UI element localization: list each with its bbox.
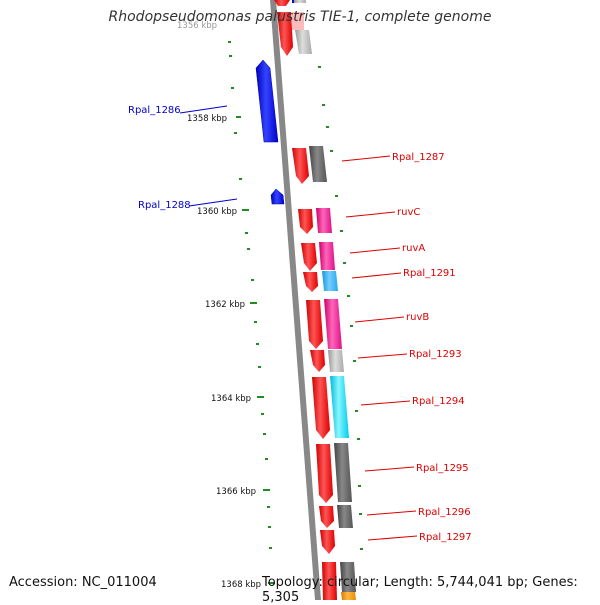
gene-label-rpal-1293[interactable]: Rpal_1293 (409, 349, 462, 360)
reverse-gene-labels (179, 105, 238, 207)
tick-track (228, 41, 363, 550)
gene-label-rpal-1287[interactable]: Rpal_1287 (392, 152, 445, 163)
gene-bottom (322, 562, 337, 600)
kbp-label: 1358 kbp (187, 114, 227, 124)
gene-label-ruvc[interactable]: ruvC (397, 207, 420, 218)
gene-label-rpal-1288[interactable]: Rpal_1288 (138, 200, 191, 211)
topology-summary: Topology: circular; Length: 5,744,041 bp… (262, 575, 578, 605)
genome-backbone (270, 0, 321, 600)
gene-label-rpal-1297[interactable]: Rpal_1297 (419, 532, 472, 543)
gene-label-ruvb[interactable]: ruvB (406, 312, 429, 323)
gene-label-rpal-1295[interactable]: Rpal_1295 (416, 463, 469, 474)
gene-ruvb[interactable] (306, 300, 323, 349)
gene-rpal-1293[interactable] (310, 350, 325, 372)
gene-rpal-1291[interactable] (303, 272, 318, 292)
cog-track (292, 0, 356, 600)
gene-rpal-1286[interactable] (255, 59, 279, 143)
gene-top-2 (277, 12, 293, 56)
forward-strand-genes (274, 0, 337, 600)
kbp-label: 1362 kbp (205, 300, 245, 310)
gene-top-1 (274, 0, 290, 6)
gene-label-rpal-1291[interactable]: Rpal_1291 (403, 268, 456, 279)
map-title: Rhodopseudomonas palustris TIE-1, comple… (108, 9, 492, 25)
gene-ruva[interactable] (301, 243, 317, 271)
gene-ruvc[interactable] (298, 209, 313, 234)
gene-label-ruva[interactable]: ruvA (402, 243, 425, 254)
forward-gene-labels: Rpal_1287 ruvC ruvA Rpal_1291 ruvB Rpal_… (392, 152, 472, 543)
gene-rpal-1288[interactable] (270, 188, 285, 205)
forward-gene-label-lines (341, 155, 418, 541)
gene-rpal-1296[interactable] (319, 506, 334, 528)
gene-label-rpal-1286[interactable]: Rpal_1286 (128, 105, 181, 116)
gene-rpal-1287[interactable] (292, 148, 309, 184)
scale-labels: 1358 kbp 1360 kbp 1362 kbp 1364 kbp 1366… (177, 21, 261, 590)
gene-rpal-1295[interactable] (316, 444, 333, 503)
scale-tick-marks (236, 116, 275, 584)
kbp-label: 1366 kbp (216, 487, 256, 497)
kbp-label: 1360 kbp (197, 207, 237, 217)
gene-rpal-1297[interactable] (320, 530, 335, 554)
kbp-label: 1364 kbp (211, 394, 251, 404)
kbp-label: 1368 kbp (221, 580, 261, 590)
kbp-label: 1356 kbp (177, 21, 217, 31)
accession-label: Accession: NC_011004 (9, 575, 157, 590)
gene-label-rpal-1296[interactable]: Rpal_1296 (418, 507, 471, 518)
gene-label-rpal-1294[interactable]: Rpal_1294 (412, 396, 465, 407)
gene-rpal-1294[interactable] (312, 377, 330, 439)
